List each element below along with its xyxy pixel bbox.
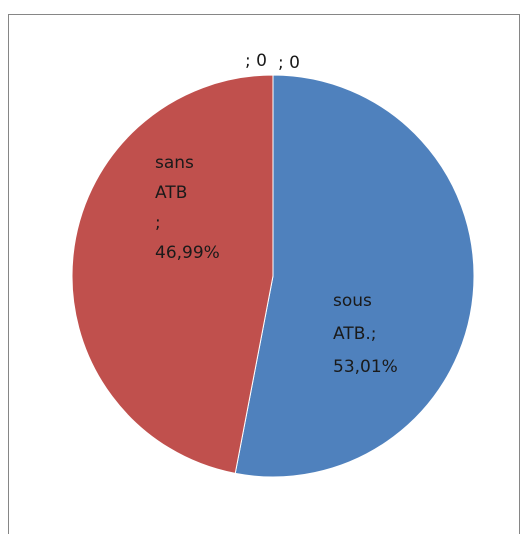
label-zero-2: ; 0	[278, 53, 300, 73]
label-zero-1: ; 0	[245, 51, 267, 71]
label-sous-atb: sous ATB.; 53,01%	[333, 291, 398, 377]
label-sans-atb-line: sans	[155, 153, 194, 173]
slice-sous-atb	[234, 74, 475, 478]
label-sans-atb-line: ATB	[155, 183, 187, 203]
label-sans-atb-line: 46,99%	[155, 243, 220, 263]
label-sous-atb-line: ATB.;	[333, 324, 377, 344]
label-sans-atb-line: ;	[155, 213, 161, 233]
slice-sans-atb	[71, 74, 274, 475]
label-sous-atb-line: sous	[333, 291, 372, 311]
label-zero-1-line: ; 0	[245, 51, 267, 71]
label-sous-atb-line: 53,01%	[333, 357, 398, 377]
label-zero-2-line: ; 0	[278, 53, 300, 73]
label-sans-atb: sans ATB; 46,99%	[155, 153, 220, 263]
chart-area	[8, 14, 520, 534]
